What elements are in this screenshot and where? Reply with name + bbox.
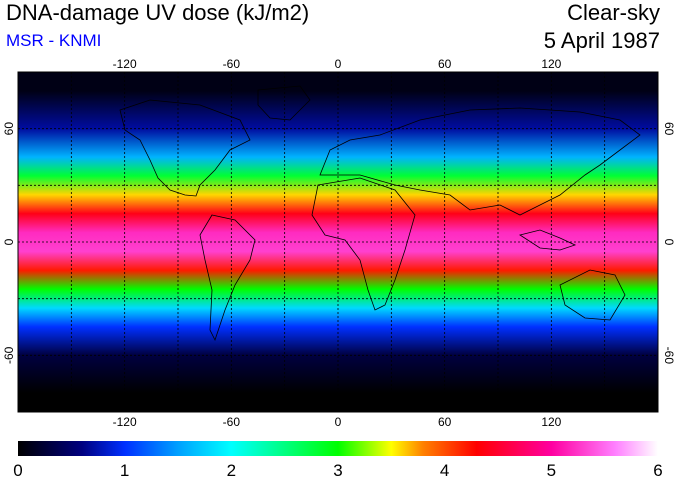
lon-tick-label-bottom: 120 bbox=[541, 415, 561, 429]
colorbar-tick-label: 5 bbox=[547, 461, 556, 480]
colorbar-tick-label: 3 bbox=[333, 461, 342, 480]
coastline-north-america bbox=[119, 99, 251, 197]
map-subtitle: MSR - KNMI bbox=[6, 31, 102, 50]
coastlines bbox=[119, 85, 641, 342]
coastline-indonesia bbox=[519, 229, 577, 251]
lon-tick-label-bottom: -120 bbox=[113, 415, 137, 429]
lon-tick-label-bottom: -60 bbox=[223, 415, 241, 429]
lon-tick-label-top: 120 bbox=[541, 57, 561, 71]
colorbar-tick-label: 1 bbox=[120, 461, 129, 480]
lat-tick-label-right: -60 bbox=[662, 347, 676, 365]
lon-tick-label-top: 60 bbox=[438, 57, 452, 71]
axis-tick-labels: -120 -120 -60 -60 0 0 60 60 120 120 60 60 0 0 -60 -60 bbox=[2, 57, 676, 429]
colorbar-tick-label: 6 bbox=[653, 461, 662, 480]
lat-tick-label-right: 60 bbox=[662, 122, 676, 136]
lon-tick-label-top: -120 bbox=[113, 57, 137, 71]
lon-tick-label-top: 0 bbox=[335, 57, 342, 71]
colorbar-tick-label: 4 bbox=[440, 461, 449, 480]
map-title: DNA-damage UV dose (kJ/m2) bbox=[6, 0, 310, 25]
lat-tick-label-right: 0 bbox=[662, 239, 676, 246]
lat-tick-label-left: 0 bbox=[2, 238, 16, 245]
date-label: 5 April 1987 bbox=[543, 28, 660, 53]
coastline-south-america bbox=[199, 214, 256, 342]
lon-tick-label-bottom: 60 bbox=[438, 415, 452, 429]
gridlines bbox=[18, 72, 658, 412]
coastline-africa bbox=[311, 177, 416, 311]
colorbar-tick-label: 2 bbox=[227, 461, 236, 480]
colorbar-tick-labels: 0 1 2 3 4 5 6 bbox=[13, 461, 662, 480]
colorbar bbox=[18, 441, 658, 456]
lat-tick-label-left: -60 bbox=[2, 346, 16, 364]
coastline-eurasia bbox=[319, 107, 641, 216]
lon-tick-label-top: -60 bbox=[223, 57, 241, 71]
lon-tick-label-bottom: 0 bbox=[335, 415, 342, 429]
map-frame bbox=[17, 71, 659, 413]
colorbar-tick-label: 0 bbox=[13, 461, 22, 480]
coastline-greenland bbox=[257, 85, 311, 121]
coastline-australia bbox=[559, 269, 626, 321]
sky-condition-label: Clear-sky bbox=[567, 0, 660, 25]
lat-tick-label-left: 60 bbox=[2, 122, 16, 136]
